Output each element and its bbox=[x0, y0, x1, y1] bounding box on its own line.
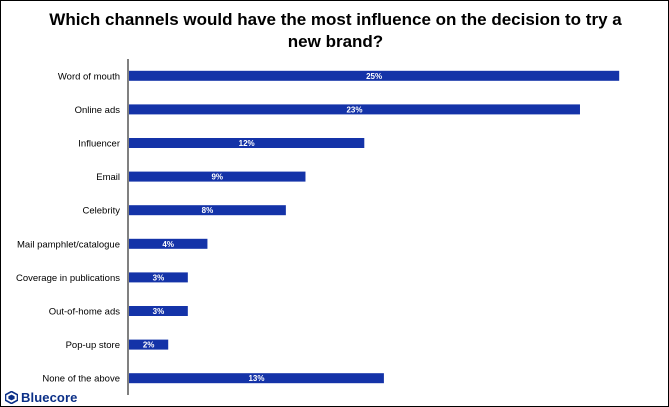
brand-name: Bluecore bbox=[21, 389, 78, 405]
bar bbox=[129, 272, 188, 283]
category-label: Influencer bbox=[78, 139, 120, 150]
category-label: Pop-up store bbox=[66, 340, 120, 351]
chart-title: Which channels would have the most influ… bbox=[49, 10, 622, 51]
category-label: Online ads bbox=[75, 105, 121, 116]
bar bbox=[129, 70, 620, 81]
category-label: Coverage in publications bbox=[16, 273, 120, 284]
category-label: Email bbox=[96, 172, 120, 183]
data-label: 23% bbox=[346, 105, 362, 114]
bluecore-logo-icon bbox=[5, 390, 18, 404]
data-label: 3% bbox=[153, 273, 165, 282]
bar bbox=[129, 339, 169, 350]
bar bbox=[129, 171, 306, 182]
bar bbox=[129, 104, 580, 115]
data-label: 3% bbox=[153, 307, 165, 316]
brand-logo: Bluecore bbox=[5, 389, 77, 405]
data-label: 4% bbox=[162, 240, 174, 249]
data-label: 8% bbox=[202, 206, 214, 215]
bar bbox=[129, 238, 208, 249]
data-label: 2% bbox=[143, 341, 155, 350]
bar bbox=[129, 205, 286, 216]
data-label: 9% bbox=[211, 173, 223, 182]
bar bbox=[129, 373, 384, 384]
category-label: Celebrity bbox=[83, 206, 121, 217]
bar bbox=[129, 138, 365, 148]
data-label: 13% bbox=[248, 374, 264, 383]
data-label: 12% bbox=[239, 139, 255, 148]
category-label: None of the above bbox=[42, 374, 120, 385]
data-label: 25% bbox=[366, 72, 382, 81]
bar bbox=[129, 306, 188, 316]
category-label: Mail pamphlet/catalogue bbox=[17, 239, 120, 250]
category-label: Out-of-home ads bbox=[49, 307, 121, 318]
category-label: Word of mouth bbox=[58, 71, 120, 82]
